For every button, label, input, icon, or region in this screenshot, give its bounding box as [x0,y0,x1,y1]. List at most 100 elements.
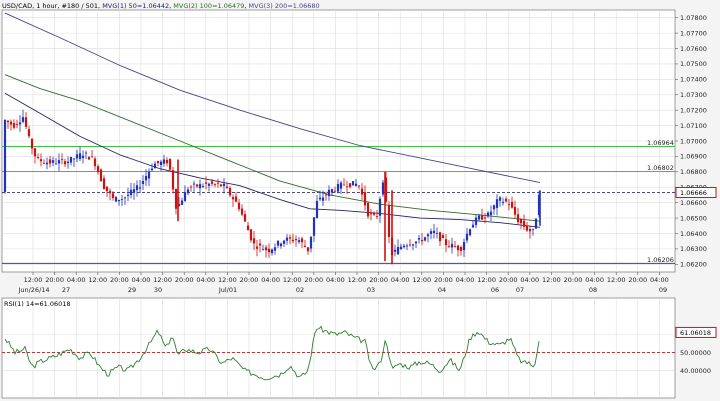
rsi-tick-label: 50.00000 [680,349,711,357]
candle-body [177,203,181,207]
candle-body [486,212,490,217]
time-tick-label: 12:00 [607,276,626,284]
rsi-grid [2,298,675,398]
candle-body [249,229,253,241]
candle-body [150,168,154,171]
candle-body [51,160,55,163]
candle-body [222,183,226,187]
time-tick-label: 12:00 [283,276,302,284]
price-tick-label: 1.06500 [680,214,707,222]
candle-body [216,182,220,184]
candle-body [504,198,508,202]
candle-body [408,244,412,246]
candle-body [357,185,361,187]
candle-body [126,194,130,196]
candle-body [519,218,523,224]
candle-body [306,247,310,252]
level-label: 1.06964 [647,139,674,147]
candle-body [282,240,286,244]
candle-body [360,188,364,195]
candle-body [312,217,316,236]
candle-body [165,159,169,164]
candle-body [300,238,304,243]
price-levels: 1.06964 1.06802 1.06206 [2,139,675,264]
candle-body [66,161,70,164]
candle-body [96,166,100,173]
time-tick-label: 20:00 [369,276,388,284]
current-price-label: 1.06666 [680,189,707,197]
candle-body [204,182,208,184]
candle-body [117,199,121,202]
price-tick-label: 1.07400 [680,76,707,84]
candle-body [255,246,259,249]
candle-body [291,239,295,242]
candle-body [279,243,283,247]
candle-body [363,192,367,206]
time-tick-label: 12:00 [542,276,561,284]
candle-body [423,237,427,241]
current-price-box [675,186,717,198]
price-tick-label: 1.07800 [680,14,707,22]
candle-body [285,237,289,241]
candle-body [450,243,454,248]
candles [3,109,541,265]
candle-body [105,186,109,192]
candle-body [531,228,535,230]
time-tick-label: 20:00 [564,276,583,284]
candle-body [462,241,466,251]
candle-body [309,236,313,249]
candle-body [417,238,421,240]
candle-body [234,196,238,202]
candle-body [33,148,37,157]
rsi-value-box [675,326,717,338]
candle-body [213,184,217,185]
candle-body [180,200,184,205]
candle-body [534,218,538,229]
level-label: 1.06802 [647,164,674,172]
candle-body [192,183,196,185]
candle-body [207,183,211,186]
price-tick-label: 1.07200 [680,106,707,114]
candle-body [267,248,271,253]
candle-body [426,234,430,237]
candle-body [525,225,529,231]
candle-body [210,181,214,184]
candle-body [21,117,25,122]
candle-body [36,157,40,158]
price-tick-label: 1.07100 [680,122,707,130]
time-tick-label: 20:00 [110,276,129,284]
time-tick-label: 12:00 [153,276,172,284]
candle-body [168,158,172,170]
candle-body [81,155,85,159]
candle-body [384,177,388,202]
date-label: 07 [516,286,524,294]
candle-body [441,235,445,238]
candle-body [348,183,352,188]
candle-body [354,183,358,186]
rsi-value-label: 61.06018 [680,329,711,337]
candle-body [84,152,88,154]
candle-body [90,156,94,158]
rsi-panel [1,297,676,399]
time-tick-label: 20:00 [434,276,453,284]
date-label: 29 [128,286,136,294]
price-tick-label: 1.06400 [680,230,707,238]
candle-body [537,194,541,216]
candle-body [240,208,244,215]
price-tick-label: 1.06800 [680,168,707,176]
candle-body [153,163,157,169]
candle-body [114,196,118,202]
candle-body [528,229,532,232]
rsi-polyline [4,325,540,381]
candle-body [102,178,106,189]
candle-body [303,245,307,247]
candle-body [183,192,187,202]
candle-body [351,181,355,186]
price-tick-label: 1.07700 [680,29,707,37]
candle-body [135,185,139,191]
candle-body [195,184,199,187]
candle-body [228,187,232,196]
candle-body [324,194,328,196]
